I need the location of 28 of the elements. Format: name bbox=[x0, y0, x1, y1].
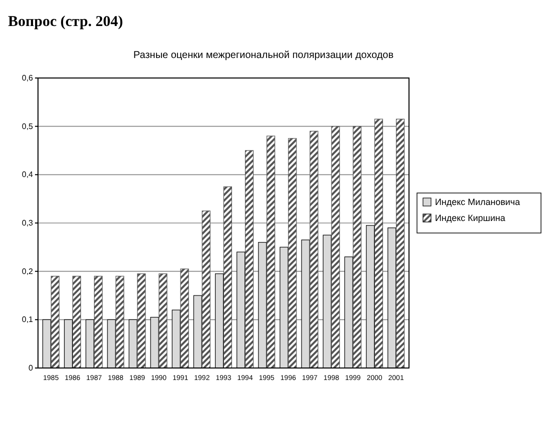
bar bbox=[396, 118, 405, 368]
chart-title: Разные оценки межрегиональной поляризации доходов bbox=[133, 50, 394, 61]
y-tick-label: 0 bbox=[28, 364, 34, 373]
y-tick-label: 0,4 bbox=[22, 170, 34, 180]
bar bbox=[116, 276, 124, 368]
legend-label: Индекс Киршина bbox=[435, 212, 506, 223]
bar bbox=[310, 130, 318, 368]
bar bbox=[244, 150, 254, 368]
y-tick-label: 0,1 bbox=[22, 315, 34, 324]
bar bbox=[266, 136, 276, 368]
bar bbox=[331, 126, 340, 368]
bar bbox=[137, 273, 146, 368]
bar bbox=[202, 210, 210, 368]
bar bbox=[352, 126, 362, 368]
bar bbox=[374, 118, 383, 368]
bar bbox=[94, 276, 103, 368]
bar bbox=[223, 186, 232, 368]
text: Вопрос (стр. 204) bbox=[8, 14, 123, 30]
y-tick-label: 0,3 bbox=[22, 218, 34, 228]
bar bbox=[180, 268, 189, 368]
bar bbox=[288, 138, 297, 368]
bar bbox=[158, 273, 168, 368]
bar bbox=[50, 276, 60, 368]
y-tick-label: 0,5 bbox=[22, 122, 34, 131]
y-tick-label: 0,2 bbox=[22, 266, 34, 276]
legend-label: Индекс Милановича bbox=[435, 196, 520, 207]
y-tick-label: 0,6 bbox=[22, 74, 34, 83]
bar bbox=[72, 276, 82, 368]
